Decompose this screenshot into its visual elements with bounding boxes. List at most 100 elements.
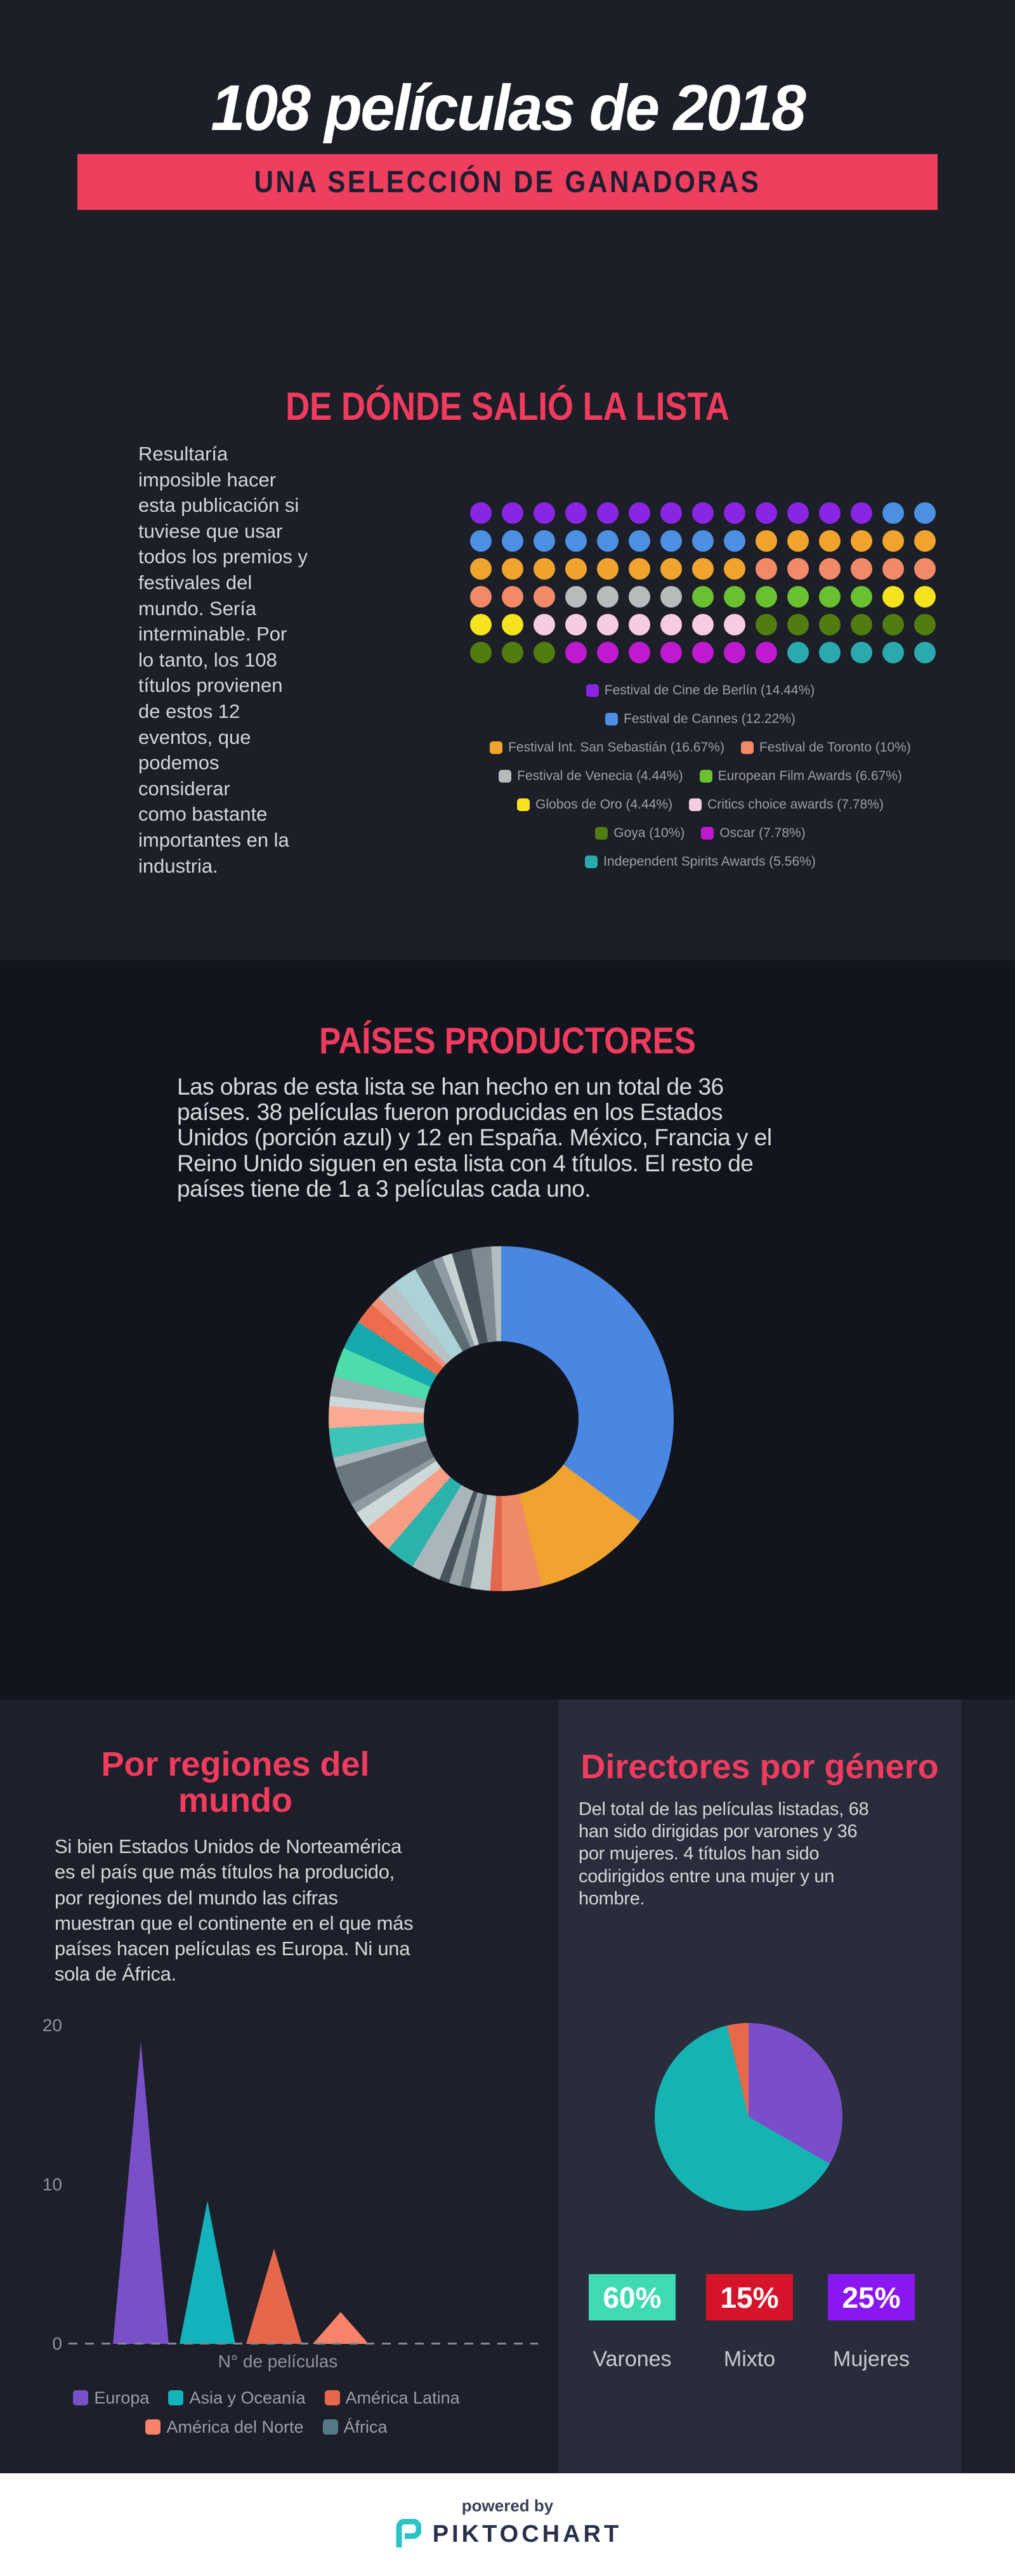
award-dot-cell xyxy=(687,611,719,639)
award-dot xyxy=(629,530,650,552)
award-dot-cell xyxy=(877,527,909,555)
award-dot xyxy=(882,586,904,608)
award-dot xyxy=(565,558,587,580)
award-dot-cell xyxy=(750,527,782,555)
award-dot xyxy=(851,586,872,608)
legend-swatch xyxy=(322,2419,338,2435)
award-dot-cell xyxy=(528,611,560,639)
award-dot xyxy=(756,586,777,608)
legend-row: Festival Int. San Sebastián (16.67%) Fest… xyxy=(442,733,959,762)
legend-item: Festival de Cannes (12.22%) xyxy=(605,712,796,727)
award-dot xyxy=(565,642,587,663)
award-dot xyxy=(819,530,841,552)
award-dot xyxy=(851,558,872,580)
footer xyxy=(0,2473,1015,2576)
award-dot xyxy=(692,530,714,552)
stat-badge: 25% xyxy=(828,2274,915,2320)
award-dot-cell xyxy=(560,527,592,555)
award-dot-cell xyxy=(687,499,719,527)
award-dot xyxy=(914,530,936,552)
award-dot-cell xyxy=(750,639,782,667)
piktochart-logo: PIKTOCHART xyxy=(0,2519,1015,2549)
regions-x-label: N° de películas xyxy=(218,2352,338,2371)
award-dot-cell xyxy=(624,499,655,527)
award-dot-cell xyxy=(877,499,909,527)
legend-item: European Film Awards (6.67%) xyxy=(699,769,902,784)
award-dot-cell xyxy=(497,639,528,667)
award-dot xyxy=(597,502,619,524)
award-dot-cell xyxy=(814,611,846,639)
award-dot xyxy=(597,586,619,608)
award-dot-cell xyxy=(497,583,528,611)
award-legend: Festival de Cine de Berlín (14.44%) Festi… xyxy=(442,676,959,876)
legend-label: América Latina xyxy=(345,2388,460,2407)
award-dot-cell xyxy=(624,527,655,555)
award-dot xyxy=(534,530,555,552)
stat-column: 25% Mujeres xyxy=(828,2274,915,2372)
award-dot xyxy=(914,614,936,635)
legend-item: Europa xyxy=(73,2388,149,2408)
award-dot xyxy=(470,614,492,635)
legend-label: Festival Int. San Sebastián (16.67%) xyxy=(508,739,724,755)
award-dot xyxy=(692,614,714,635)
award-dot-cell xyxy=(750,583,782,611)
award-dot xyxy=(787,502,809,524)
award-dot-cell xyxy=(782,527,814,555)
award-dot xyxy=(629,614,650,635)
award-dot-cell xyxy=(560,555,592,583)
award-dot-cell xyxy=(687,527,719,555)
subtitle-banner: UNA SELECCIÓN DE GANADORAS xyxy=(77,154,938,210)
legend-item: América del Norte xyxy=(145,2417,304,2437)
award-dot xyxy=(787,530,809,552)
award-dot xyxy=(882,642,904,663)
award-dot xyxy=(502,642,523,663)
award-dot-cell xyxy=(909,583,941,611)
award-dot-cell xyxy=(624,583,655,611)
legend-row: Independent Spirits Awards (5.56%) xyxy=(442,847,959,876)
award-dot-cell xyxy=(846,527,877,555)
legend-item: Critics choice awards (7.78%) xyxy=(689,797,884,812)
award-dot-cell xyxy=(655,583,687,611)
award-dot-cell xyxy=(909,555,941,583)
award-dot-cell xyxy=(719,499,750,527)
legend-label: Festival de Toronto (10%) xyxy=(759,739,911,755)
award-dot xyxy=(534,502,555,524)
award-dot-cell xyxy=(655,611,687,639)
award-dot xyxy=(597,558,619,580)
legend-row: América del Norte África xyxy=(44,2412,488,2442)
legend-label: Critics choice awards (7.78%) xyxy=(707,797,884,812)
award-dot xyxy=(629,502,650,524)
award-dot-cell xyxy=(592,499,624,527)
award-dot xyxy=(882,558,904,580)
legend-item: Oscar (7.78%) xyxy=(701,826,806,841)
legend-item: África xyxy=(322,2417,388,2437)
award-dot xyxy=(692,558,714,580)
award-dot-cell xyxy=(814,527,846,555)
award-dot-cell xyxy=(750,611,782,639)
award-dot xyxy=(756,502,777,524)
award-dot xyxy=(597,642,619,663)
piktochart-p-icon xyxy=(396,2519,421,2547)
award-dot-cell xyxy=(655,555,687,583)
award-dot-cell xyxy=(528,527,560,555)
award-dot xyxy=(914,558,936,580)
award-dot xyxy=(851,614,872,635)
award-dot xyxy=(851,530,872,552)
award-dot xyxy=(660,642,682,663)
award-dot xyxy=(502,530,523,552)
legend-item: América Latina xyxy=(324,2388,460,2408)
award-dot xyxy=(660,586,682,608)
legend-swatch xyxy=(145,2419,161,2435)
award-dot-cell xyxy=(877,583,909,611)
stat-badge: 15% xyxy=(706,2274,793,2320)
award-dot-cell xyxy=(909,611,941,639)
zero-baseline xyxy=(69,2343,538,2345)
legend-label: Asia y Oceanía xyxy=(189,2388,306,2407)
award-dot-cell xyxy=(782,611,814,639)
award-dot-cell xyxy=(592,583,624,611)
award-dot-cell xyxy=(624,639,655,667)
award-dot xyxy=(629,558,650,580)
award-dot-cell xyxy=(592,555,624,583)
award-dot-cell xyxy=(909,499,941,527)
